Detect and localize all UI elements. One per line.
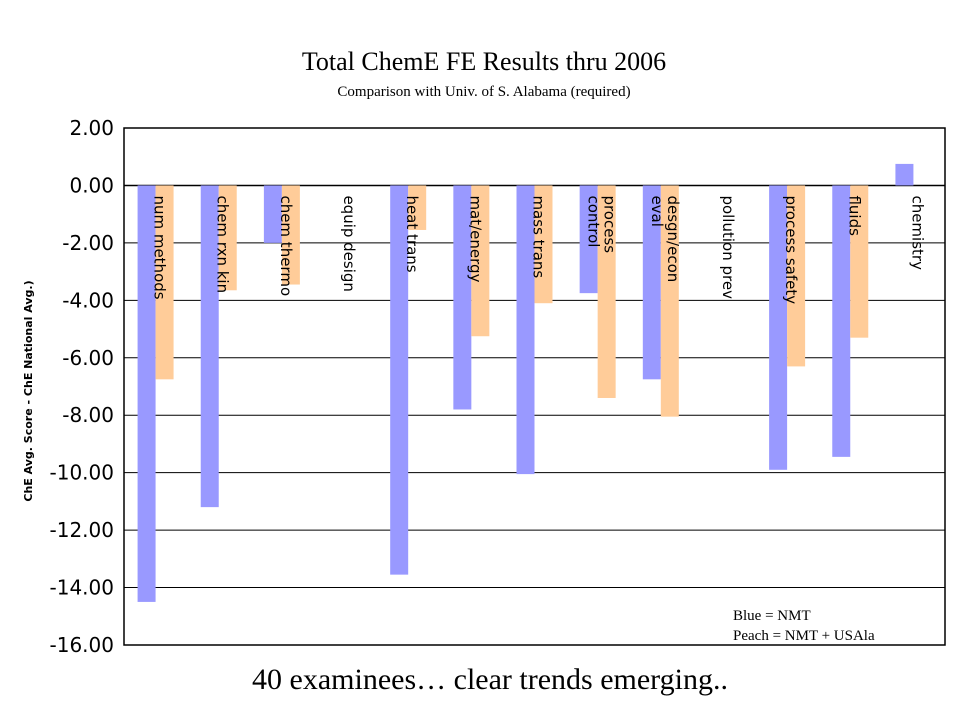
y-tick-label: -2.00 [62, 231, 114, 255]
category-label: process safety [782, 195, 800, 304]
bar-nmt [642, 185, 661, 380]
y-tick-label: -10.00 [50, 461, 114, 485]
category-label: desgn/econ [664, 195, 682, 282]
bar-nmt-usala [218, 185, 237, 291]
bar-nmt-usala [597, 185, 616, 398]
bar-nmt [769, 185, 788, 470]
y-tick-label: 2.00 [69, 116, 114, 140]
bar-nmt [895, 163, 914, 186]
bar-nmt-usala [281, 185, 300, 285]
footer-caption: 40 examinees… clear trends emerging.. [252, 663, 728, 696]
bar-nmt-usala [534, 185, 553, 304]
category-label: chemistry [908, 195, 926, 270]
bar-nmt-usala [471, 185, 490, 337]
legend-nmt-usala: Peach = NMT + USAla [733, 628, 875, 644]
category-label: heat trans [403, 195, 421, 272]
bar-nmt-usala [660, 185, 679, 417]
category-label: pollution prev [719, 195, 737, 299]
y-axis-title: ChE Avg. Score - ChE National Avg.) [22, 280, 35, 501]
legend-nmt: Blue = NMT [733, 608, 811, 624]
category-label: process [601, 195, 619, 253]
bar-nmt [579, 185, 598, 294]
category-label: equip design [340, 195, 358, 291]
category-label: num methods [151, 195, 169, 299]
chart-title: Total ChemE FE Results thru 2006 [301, 47, 667, 76]
bar-nmt-usala [155, 185, 174, 380]
bar-nmt [200, 185, 219, 508]
category-label: chem rxn kin [214, 195, 232, 293]
y-tick-label: -14.00 [50, 576, 114, 600]
y-tick-label: -6.00 [62, 346, 114, 370]
bar-chart: 2.00 0.00 -2.00 -4.00 -6.00 -8.00 -10.00 -12.00… [22, 116, 946, 657]
y-tick-label: -8.00 [62, 403, 114, 427]
category-label: eval [648, 195, 666, 226]
bar-nmt-usala [787, 185, 806, 367]
category-label: mass trans [530, 195, 548, 278]
bar-nmt-usala [850, 185, 869, 338]
bar-nmt [390, 185, 409, 575]
y-tick-label: -4.00 [62, 288, 114, 312]
category-label: control [585, 195, 603, 247]
bar-nmt [137, 185, 156, 602]
bar-nmt [263, 185, 282, 243]
y-tick-label: -16.00 [50, 633, 114, 657]
bar-nmt [516, 185, 535, 475]
bar-nmt [832, 185, 851, 457]
bar-nmt [453, 185, 472, 410]
category-label: fluids [845, 195, 863, 236]
chart-subtitle: Comparison with Univ. of S. Alabama (req… [337, 84, 631, 100]
bar-nmt-usala [408, 185, 427, 230]
y-tick-label: 0.00 [69, 173, 114, 197]
y-tick-label: -12.00 [50, 518, 114, 542]
category-label: chem thermo [277, 195, 295, 296]
category-label: mat/energy [466, 195, 484, 282]
